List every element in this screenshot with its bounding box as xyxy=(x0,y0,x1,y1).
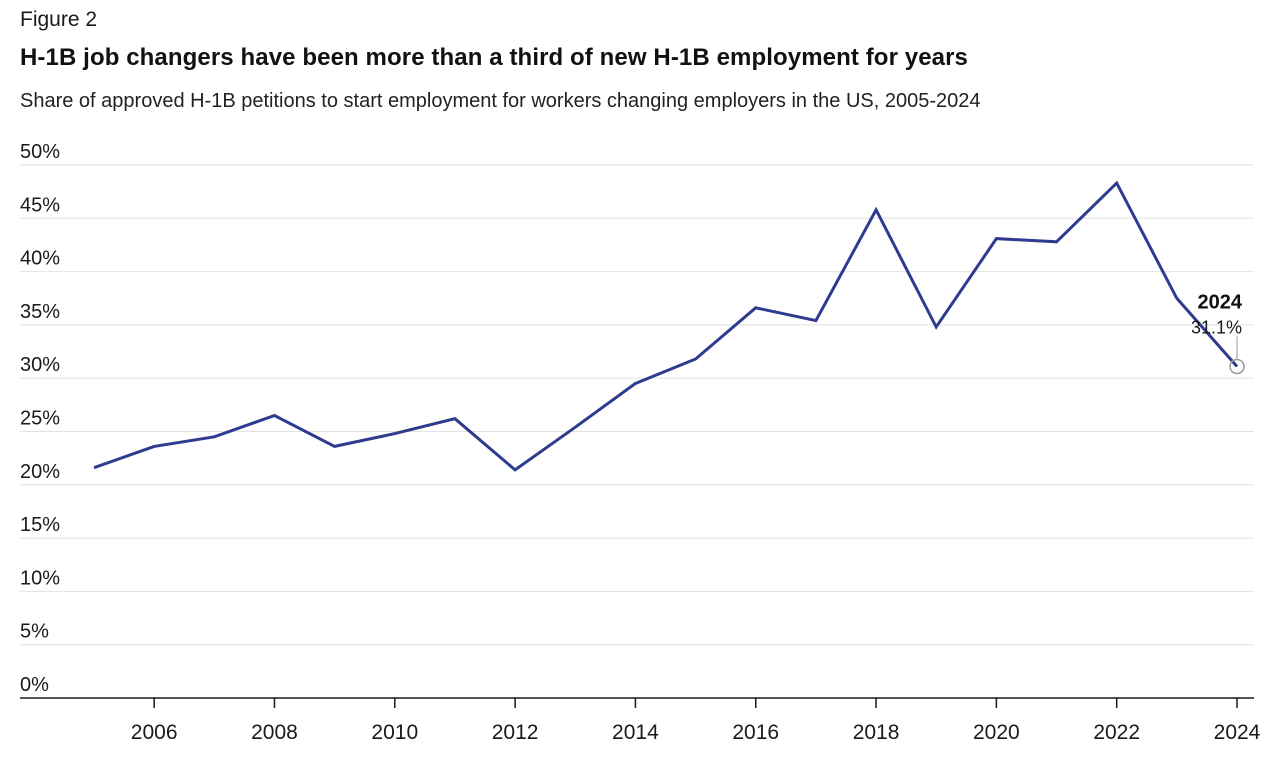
y-tick-label: 40% xyxy=(20,248,60,270)
annotation-year-label: 2024 xyxy=(1198,291,1243,313)
y-tick-label: 35% xyxy=(20,301,60,323)
y-tick-label: 20% xyxy=(20,461,60,483)
annotation-value-label: 31.1% xyxy=(1191,317,1242,337)
gridlines xyxy=(20,164,1254,646)
chart-title: H-1B job changers have been more than a … xyxy=(20,44,969,71)
annotation-marker xyxy=(1229,358,1245,375)
x-tick-label: 2016 xyxy=(732,721,779,744)
figure-label: Figure 2 xyxy=(20,8,98,31)
y-tick-label: 50% xyxy=(20,141,60,163)
chart-subtitle: Share of approved H-1B petitions to star… xyxy=(20,90,981,112)
y-tick-label: 5% xyxy=(20,621,49,643)
x-tick-label: 2020 xyxy=(973,721,1020,744)
x-tick-label: 2024 xyxy=(1214,721,1261,744)
x-tick-label: 2022 xyxy=(1093,721,1140,744)
x-axis-ticks: 2006 2008 2010 2012 2014 2016 2018 2020 2022 2024 xyxy=(131,698,1261,744)
x-tick-label: 2008 xyxy=(251,721,298,744)
series-line xyxy=(93,180,1239,472)
y-tick-label: 10% xyxy=(20,567,60,589)
y-axis-ticks: 0% 5% 10% 15% 20% 25% 30% 35% 40% 45% 50% xyxy=(20,141,60,696)
x-tick-label: 2006 xyxy=(131,721,178,744)
y-tick-label: 45% xyxy=(20,194,60,216)
y-tick-label: 30% xyxy=(20,354,60,376)
x-tick-label: 2012 xyxy=(492,721,539,744)
x-tick-label: 2018 xyxy=(853,721,900,744)
y-tick-label: 15% xyxy=(20,514,60,536)
annotation-2024: 2024 31.1% xyxy=(1191,291,1245,375)
y-tick-label: 25% xyxy=(20,408,60,430)
y-tick-label: 0% xyxy=(20,674,49,696)
x-tick-label: 2014 xyxy=(612,721,659,744)
x-tick-label: 2010 xyxy=(371,721,418,744)
